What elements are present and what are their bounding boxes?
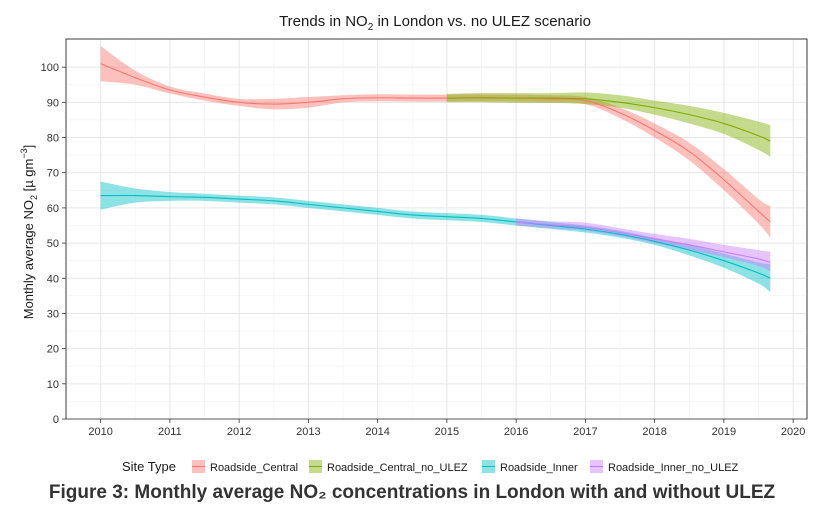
ylabel-subscript: 2	[29, 195, 39, 200]
x-tick-label: 2019	[712, 426, 736, 438]
series-line-1	[446, 97, 771, 142]
series-line-2	[100, 194, 771, 279]
plot-panel-border	[65, 38, 808, 420]
y-tick-label: 90	[47, 97, 59, 109]
y-axis-title: Monthly average NO2 [µ gm−3]	[19, 145, 39, 320]
legend-label: Roadside_Central	[210, 462, 298, 474]
x-tick-label: 2015	[435, 426, 459, 438]
x-tick-label: 2018	[642, 426, 666, 438]
y-tick-label: 20	[47, 344, 59, 356]
title-part: Trends in NO	[279, 13, 368, 30]
y-tick-label: 30	[47, 308, 59, 320]
x-tick-label: 2012	[227, 426, 251, 438]
figure-caption: Figure 3: Monthly average NO₂ concentrat…	[48, 482, 776, 503]
x-tick-label: 2017	[573, 426, 597, 438]
y-tick-label: 60	[47, 203, 59, 215]
x-tick-label: 2014	[365, 426, 389, 438]
chart: 2010 2011 2012 2013 2014 2015 2016 2017 2018 2019…	[19, 13, 808, 474]
ylabel-part: [µ gm	[21, 159, 36, 195]
y-tick-label: 70	[47, 168, 59, 180]
y-tick-label: 0	[53, 414, 59, 426]
legend-label: Roadside_Central_no_ULEZ	[327, 462, 468, 474]
ylabel-part: Monthly average NO	[21, 200, 36, 319]
y-tick-label: 10	[47, 379, 59, 391]
series-lines	[100, 63, 771, 279]
series-line-3	[516, 221, 771, 263]
title-part: in London vs. no ULEZ scenario	[373, 13, 591, 30]
y-axis: 0 10 20 30 40 50 60 70 80 90 100	[41, 62, 66, 426]
legend: Site Type Roadside_Central Roadside_Centra…	[122, 459, 739, 474]
x-tick-label: 2016	[504, 426, 528, 438]
confidence-band-1	[446, 92, 771, 157]
title-subscript: 2	[368, 22, 374, 33]
chart-title: Trends in NO2 in London vs. no ULEZ scen…	[279, 13, 591, 33]
x-tick-label: 2011	[158, 426, 182, 438]
x-tick-label: 2020	[781, 426, 805, 438]
y-tick-label: 50	[47, 238, 59, 250]
y-tick-label: 80	[47, 133, 59, 145]
legend-title: Site Type	[122, 459, 176, 474]
x-axis: 2010 2011 2012 2013 2014 2015 2016 2017 2018 2019…	[88, 419, 805, 438]
y-tick-label: 40	[47, 273, 59, 285]
legend-label: Roadside_Inner	[500, 462, 578, 474]
x-tick-label: 2010	[88, 426, 112, 438]
x-tick-label: 2013	[296, 426, 320, 438]
y-tick-label: 100	[41, 62, 59, 74]
ylabel-part: ]	[21, 145, 36, 149]
ylabel-superscript: −3	[19, 148, 29, 158]
legend-label: Roadside_Inner_no_ULEZ	[608, 462, 739, 474]
